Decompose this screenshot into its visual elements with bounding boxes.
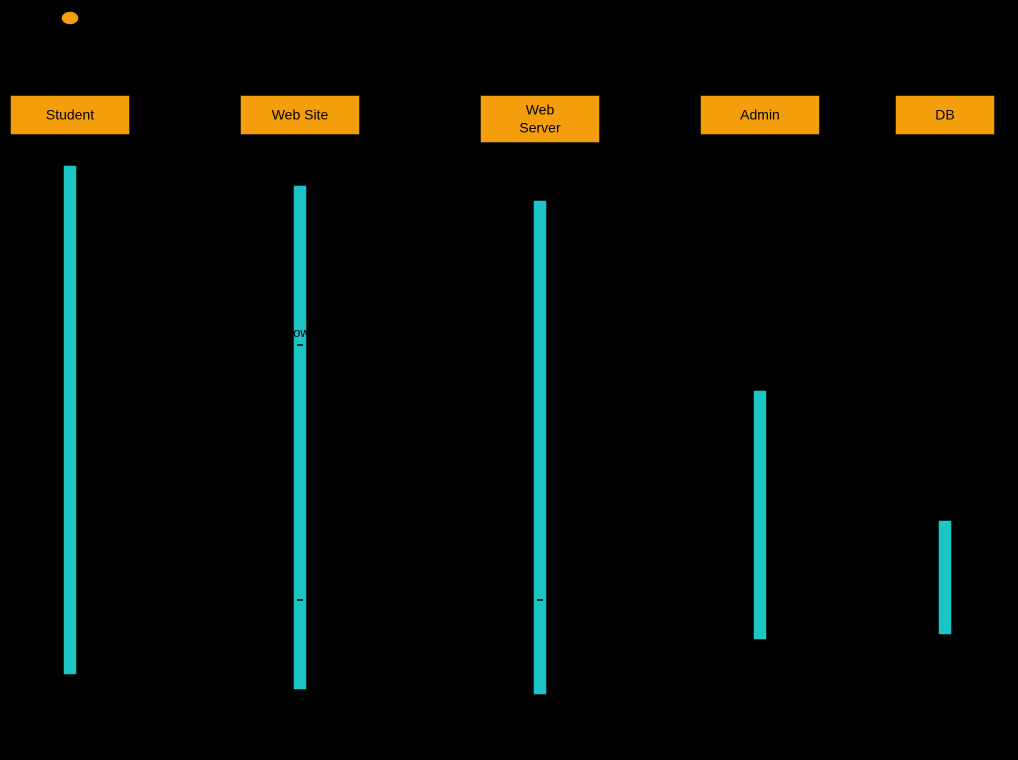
participant-db: DB [895, 95, 995, 135]
participant-website: Web Site [240, 95, 360, 135]
message-label: Validate() [393, 270, 448, 285]
participant-admin: Admin [700, 95, 820, 135]
sequence-diagram: Student Web Site Web Server Admin DB Make a Re… [0, 0, 1018, 760]
activation-student [63, 165, 77, 675]
participant-label: Admin [740, 107, 780, 123]
message-label: Commit() [826, 525, 879, 540]
participant-student: Student [10, 95, 130, 135]
participant-label: Web [526, 102, 555, 118]
message-label: Make a Request() [133, 170, 236, 185]
participant-label: DB [935, 107, 954, 123]
message-label: Assign Admin() [606, 380, 693, 395]
message-label: Submit Credentials() [126, 240, 245, 255]
participant-label: Web Site [272, 107, 329, 123]
activation-website [293, 185, 307, 690]
activation-webserver [533, 200, 547, 695]
participant-label: Server [519, 120, 561, 136]
activation-admin [753, 390, 767, 640]
activation-db [938, 520, 952, 635]
participant-label: Student [46, 107, 94, 123]
message-label: Create a new Student() [789, 460, 923, 475]
message-label: Provide Access() [366, 580, 464, 595]
message-label: Send Acknowledgement() [231, 325, 379, 340]
participant-webserver: Web Server [480, 95, 600, 143]
